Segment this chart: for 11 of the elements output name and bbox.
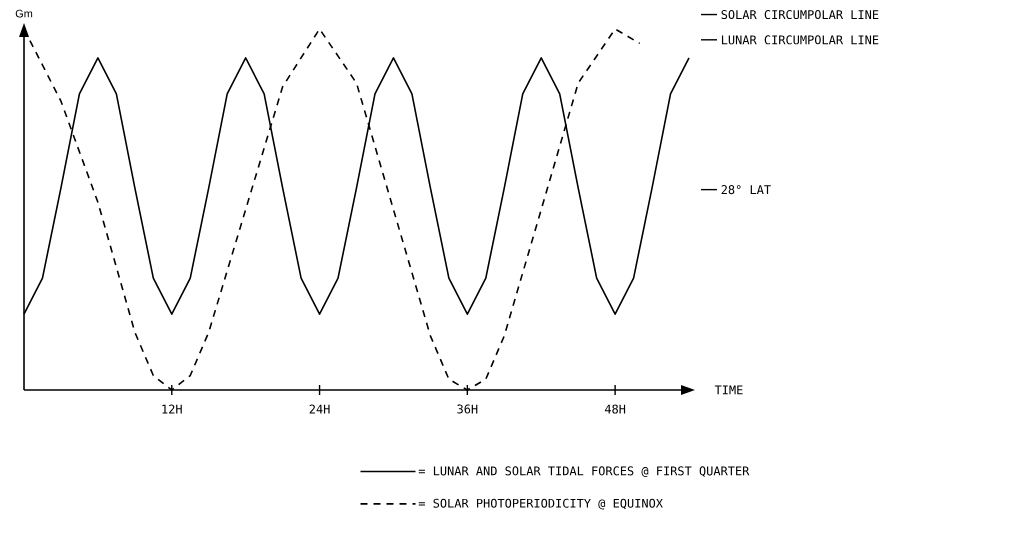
x-tick-label: 12H (162, 404, 182, 414)
y-axis-title: Gm (15, 9, 33, 18)
legend-label: = SOLAR PHOTOPERIODICITY @ EQUINOX (418, 498, 663, 510)
text: 28° LAT (721, 185, 771, 195)
x-tick-label: 36H (457, 404, 478, 414)
text: LUNAR CIRCUMPOLAR LINE (721, 35, 879, 45)
x-tick-label: 24H (309, 404, 330, 414)
x-axis-title: TIME (714, 385, 743, 395)
legend-label: = LUNAR AND SOLAR TIDAL FORCES @ FIRST QUARTER (418, 466, 750, 478)
x-tick-label: 48H (604, 404, 626, 414)
text: SOLAR CIRCUMPOLAR LINE (721, 10, 879, 20)
